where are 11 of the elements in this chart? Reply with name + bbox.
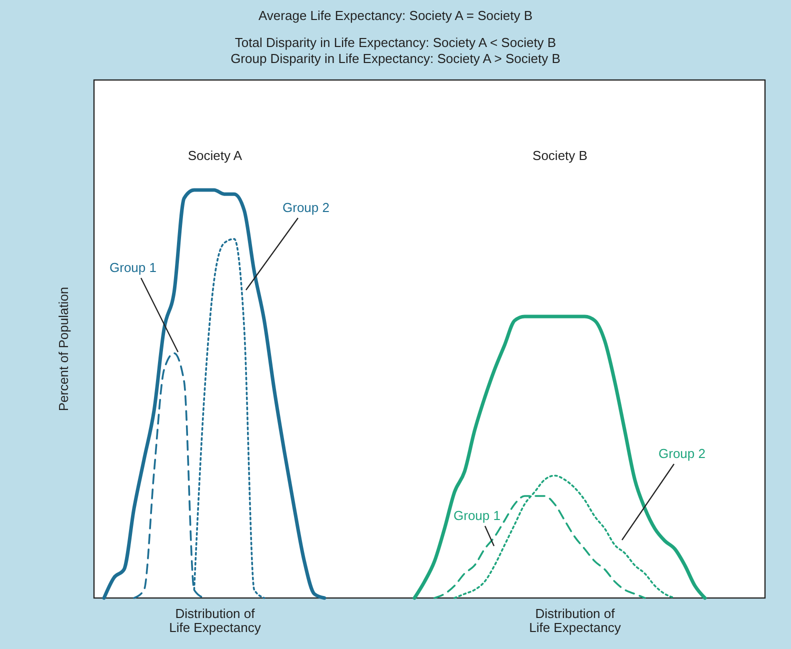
text: Distribution of Life Expectancy	[529, 606, 621, 635]
text: Group 2	[658, 446, 706, 461]
text: Society B	[532, 148, 588, 163]
x-axis-title: Distribution of Life Expectancy	[169, 606, 262, 635]
chart-title: Average Life Expectancy: Society A = Society B	[258, 8, 533, 23]
text: Group 1	[110, 260, 156, 275]
chart-subtitle: Total Disparity in Life Expectancy: Society A < Society B Group Disparity in Life Expectancy: Society A > Society B	[230, 35, 560, 66]
text: Society A	[188, 148, 242, 163]
y-axis-title: Percent of Population	[56, 286, 71, 412]
text: Group 2	[282, 200, 330, 215]
series-label: Group 1	[454, 508, 500, 523]
